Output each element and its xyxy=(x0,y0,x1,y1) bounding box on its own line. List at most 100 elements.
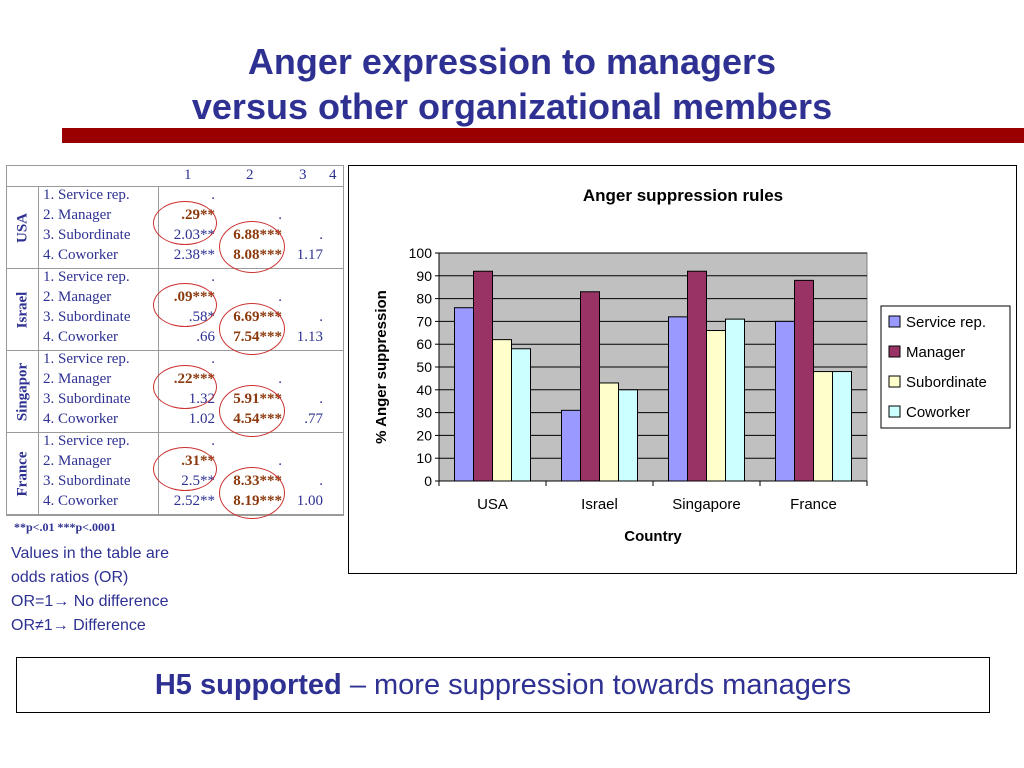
highlight-circle xyxy=(219,385,285,437)
odds-ratio-cell: 1.00 xyxy=(296,493,323,509)
bar xyxy=(454,307,474,482)
table-row: 4. Coworker 2.52** 8.19*** 1.00 xyxy=(7,493,343,513)
x-axis-title: Country xyxy=(624,528,682,545)
odds-ratio-cell: 1.13 xyxy=(296,329,323,345)
legend xyxy=(880,305,1011,429)
conclusion-text: – more suppression towards managers xyxy=(341,669,852,701)
table-group-singapor: Singapor 1. Service rep.. 2. Manager .22***… xyxy=(7,351,343,437)
odds-ratio-cell: . xyxy=(319,309,323,325)
legend-swatch xyxy=(888,315,901,328)
row-label: 4. Coworker xyxy=(43,247,118,263)
odds-ratio-cell: .66 xyxy=(196,329,215,345)
legend-label: Service rep. xyxy=(906,314,986,331)
bar xyxy=(473,270,493,482)
odds-ratio-cell: . xyxy=(278,453,282,469)
row-label: 3. Subordinate xyxy=(43,391,131,407)
table-header: 1 2 3 4 xyxy=(7,166,343,187)
bar xyxy=(832,371,852,482)
legend-swatch xyxy=(888,345,901,358)
odds-ratio-cell: . xyxy=(319,391,323,407)
y-tick-label: 0 xyxy=(424,473,432,489)
y-tick-label: 10 xyxy=(416,450,432,466)
row-label: 1. Service rep. xyxy=(43,433,130,449)
title-line-1: Anger expression to managers xyxy=(247,41,777,82)
bar xyxy=(599,382,619,482)
y-tick-label: 40 xyxy=(416,382,432,398)
highlight-circle xyxy=(153,365,217,409)
odds-ratio-cell: . xyxy=(278,371,282,387)
highlight-circle xyxy=(153,283,217,327)
row-label: 1. Service rep. xyxy=(43,269,130,285)
table-group-france: France 1. Service rep.. 2. Manager .31**. 3.… xyxy=(7,433,343,519)
x-tick-label: France xyxy=(790,496,837,513)
bar xyxy=(706,330,726,482)
y-tick-label: 60 xyxy=(416,336,432,352)
country-cell: Singapor xyxy=(7,351,39,432)
col-header: 2 xyxy=(246,167,254,183)
odds-ratio-cell: . xyxy=(319,473,323,489)
row-label: 3. Subordinate xyxy=(43,309,131,325)
bar xyxy=(687,270,707,482)
bar xyxy=(813,371,833,482)
conclusion-box: H5 supported – more suppression towards … xyxy=(16,657,990,713)
odds-ratio-cell: . xyxy=(278,207,282,223)
bar xyxy=(618,389,638,482)
explanation-line: Values in the table are xyxy=(11,545,170,562)
odds-ratio-cell: . xyxy=(319,227,323,243)
row-label: 3. Subordinate xyxy=(43,227,131,243)
y-tick-label: 20 xyxy=(416,427,432,443)
country-cell: France xyxy=(7,433,39,514)
col-header: 4 xyxy=(329,167,337,183)
highlight-circle xyxy=(219,303,285,355)
legend-swatch xyxy=(888,405,901,418)
odds-ratio-cell: . xyxy=(211,351,215,367)
row-label: 1. Service rep. xyxy=(43,187,130,203)
country-cell: USA xyxy=(7,187,39,268)
bar xyxy=(794,279,814,482)
conclusion-bold: H5 supported xyxy=(154,669,342,701)
highlight-circle xyxy=(153,447,217,491)
y-axis-title: % Anger suppression xyxy=(373,290,390,444)
table-row: 1. Service rep.. xyxy=(7,351,343,371)
bar xyxy=(492,339,512,482)
row-label: 4. Coworker xyxy=(43,493,118,509)
y-tick-label: 70 xyxy=(416,313,432,329)
bar xyxy=(668,316,688,482)
col-header: 1 xyxy=(184,167,192,183)
odds-ratio-cell: 1.02 xyxy=(188,411,215,427)
bar-chart: Anger suppression rules 0 10 20 30 40 50 60 70 80… xyxy=(373,186,1011,545)
odds-ratio-cell: .77 xyxy=(304,411,323,427)
table-row: 4. Coworker .66 7.54*** 1.13 xyxy=(7,329,343,349)
chart-frame: Anger suppression rules 0 10 20 30 40 50 60 70 80… xyxy=(348,165,1017,574)
x-tick-label: Israel xyxy=(581,496,618,513)
title-line-2: versus other organizational members xyxy=(191,86,833,127)
highlight-circle xyxy=(219,467,285,519)
explanation-line: OR≠1→ Difference xyxy=(11,617,146,634)
table-row: 1. Service rep.. xyxy=(7,433,343,453)
table-group-usa: USA 1. Service rep.. 2. Manager .29**. 3. Su… xyxy=(7,187,343,273)
y-tick-label: 100 xyxy=(409,245,433,261)
row-label: 2. Manager xyxy=(43,289,112,305)
bar xyxy=(725,318,745,482)
row-label: 2. Manager xyxy=(43,207,112,223)
row-label: 4. Coworker xyxy=(43,411,118,427)
col-header: 3 xyxy=(299,167,307,183)
explanation-line: OR=1→ No difference xyxy=(11,593,169,610)
highlight-circle xyxy=(153,201,217,245)
table-row: 1. Service rep.. xyxy=(7,269,343,289)
table-row: 4. Coworker 1.02 4.54*** .77 xyxy=(7,411,343,431)
x-tick-label: Singapore xyxy=(672,496,740,513)
row-label: 4. Coworker xyxy=(43,329,118,345)
x-tick-label: USA xyxy=(477,496,508,513)
odds-ratio-cell: . xyxy=(211,269,215,285)
row-label: 3. Subordinate xyxy=(43,473,131,489)
legend-label: Subordinate xyxy=(906,374,987,391)
y-tick-label: 80 xyxy=(416,291,432,307)
bar xyxy=(561,409,581,482)
odds-ratio-cell: . xyxy=(211,187,215,203)
significance-note: **p<.01 ***p<.0001 xyxy=(14,520,117,534)
odds-ratio-cell: . xyxy=(211,433,215,449)
title-divider xyxy=(62,128,1024,143)
odds-ratio-explanation: Values in the table are odds ratios (OR)… xyxy=(11,542,169,638)
y-tick-label: 50 xyxy=(416,359,432,375)
